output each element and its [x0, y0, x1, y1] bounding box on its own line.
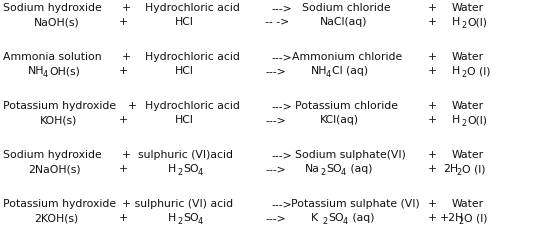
Text: H: H	[452, 17, 460, 27]
Text: Potassium sulphate (VI): Potassium sulphate (VI)	[291, 199, 420, 209]
Text: O(l): O(l)	[467, 115, 487, 125]
Text: 2: 2	[177, 168, 182, 177]
Text: H: H	[168, 164, 176, 174]
Text: Potassium hydroxide: Potassium hydroxide	[3, 199, 116, 209]
Text: +: +	[428, 115, 437, 125]
Text: 2: 2	[461, 70, 466, 79]
Text: 4: 4	[326, 70, 331, 79]
Text: --->: --->	[265, 66, 286, 76]
Text: SO: SO	[326, 164, 342, 174]
Text: O (l): O (l)	[464, 213, 487, 223]
Text: 2: 2	[461, 119, 466, 128]
Text: Sodium chloride: Sodium chloride	[302, 3, 390, 13]
Text: 2: 2	[458, 217, 463, 226]
Text: -- ->: -- ->	[265, 17, 289, 27]
Text: +: +	[119, 115, 128, 125]
Text: 2H: 2H	[443, 164, 458, 174]
Text: SO: SO	[183, 164, 199, 174]
Text: --->: --->	[265, 164, 286, 174]
Text: Potassium chloride: Potassium chloride	[295, 101, 398, 111]
Text: NaOH(s): NaOH(s)	[34, 17, 80, 27]
Text: --->: --->	[265, 115, 286, 125]
Text: H: H	[168, 213, 176, 223]
Text: Ammonium chloride: Ammonium chloride	[292, 52, 402, 62]
Text: HCl: HCl	[175, 115, 194, 125]
Text: Potassium hydroxide: Potassium hydroxide	[3, 101, 116, 111]
Text: --->: --->	[271, 150, 292, 160]
Text: Hydrochloric acid: Hydrochloric acid	[145, 3, 240, 13]
Text: 4: 4	[198, 217, 204, 226]
Text: Hydrochloric acid: Hydrochloric acid	[145, 52, 240, 62]
Text: Hydrochloric acid: Hydrochloric acid	[145, 101, 240, 111]
Text: Water: Water	[452, 101, 484, 111]
Text: OH(s): OH(s)	[49, 66, 80, 76]
Text: NH: NH	[28, 66, 45, 76]
Text: 2KOH(s): 2KOH(s)	[34, 213, 78, 223]
Text: KOH(s): KOH(s)	[40, 115, 78, 125]
Text: (aq): (aq)	[347, 164, 372, 174]
Text: NH: NH	[311, 66, 327, 76]
Text: O (l): O (l)	[462, 164, 486, 174]
Text: +2H: +2H	[440, 213, 464, 223]
Text: Sodium hydroxide: Sodium hydroxide	[3, 150, 102, 160]
Text: + sulphuric (VI) acid: + sulphuric (VI) acid	[122, 199, 233, 209]
Text: Ammonia solution: Ammonia solution	[3, 52, 102, 62]
Text: K: K	[311, 213, 318, 223]
Text: +: +	[119, 66, 128, 76]
Text: --->: --->	[271, 101, 292, 111]
Text: --->: --->	[265, 213, 286, 223]
Text: NaCl(aq): NaCl(aq)	[320, 17, 367, 27]
Text: Cl (aq): Cl (aq)	[332, 66, 368, 76]
Text: 4: 4	[341, 168, 346, 177]
Text: --->: --->	[271, 199, 292, 209]
Text: 4: 4	[43, 70, 48, 79]
Text: (aq): (aq)	[349, 213, 375, 223]
Text: +: +	[122, 150, 131, 160]
Text: +: +	[122, 52, 131, 62]
Text: Water: Water	[452, 3, 484, 13]
Text: 2: 2	[320, 168, 325, 177]
Text: +: +	[119, 164, 128, 174]
Text: +: +	[128, 101, 137, 111]
Text: --->: --->	[271, 3, 292, 13]
Text: HCl: HCl	[175, 66, 194, 76]
Text: Sodium hydroxide: Sodium hydroxide	[3, 3, 102, 13]
Text: 2: 2	[322, 217, 327, 226]
Text: SO: SO	[328, 213, 344, 223]
Text: sulphuric (VI)acid: sulphuric (VI)acid	[138, 150, 233, 160]
Text: Na: Na	[305, 164, 320, 174]
Text: +: +	[428, 101, 437, 111]
Text: +: +	[119, 213, 128, 223]
Text: +: +	[119, 17, 128, 27]
Text: SO: SO	[183, 213, 199, 223]
Text: 4: 4	[343, 217, 348, 226]
Text: +: +	[122, 3, 131, 13]
Text: +: +	[428, 3, 437, 13]
Text: +: +	[428, 213, 437, 223]
Text: O(l): O(l)	[467, 17, 487, 27]
Text: HCl: HCl	[175, 17, 194, 27]
Text: 2: 2	[177, 217, 182, 226]
Text: +: +	[428, 164, 437, 174]
Text: +: +	[428, 66, 437, 76]
Text: Sodium sulphate(VI): Sodium sulphate(VI)	[295, 150, 406, 160]
Text: --->: --->	[271, 52, 292, 62]
Text: +: +	[428, 52, 437, 62]
Text: O (l): O (l)	[467, 66, 491, 76]
Text: KCl(aq): KCl(aq)	[320, 115, 359, 125]
Text: H: H	[452, 66, 460, 76]
Text: Water: Water	[452, 52, 484, 62]
Text: 2: 2	[456, 168, 461, 177]
Text: +: +	[428, 150, 437, 160]
Text: Water: Water	[452, 150, 484, 160]
Text: H: H	[452, 115, 460, 125]
Text: 4: 4	[198, 168, 204, 177]
Text: +: +	[428, 199, 437, 209]
Text: 2NaOH(s): 2NaOH(s)	[28, 164, 81, 174]
Text: Water: Water	[452, 199, 484, 209]
Text: 2: 2	[461, 21, 466, 30]
Text: +: +	[428, 17, 437, 27]
